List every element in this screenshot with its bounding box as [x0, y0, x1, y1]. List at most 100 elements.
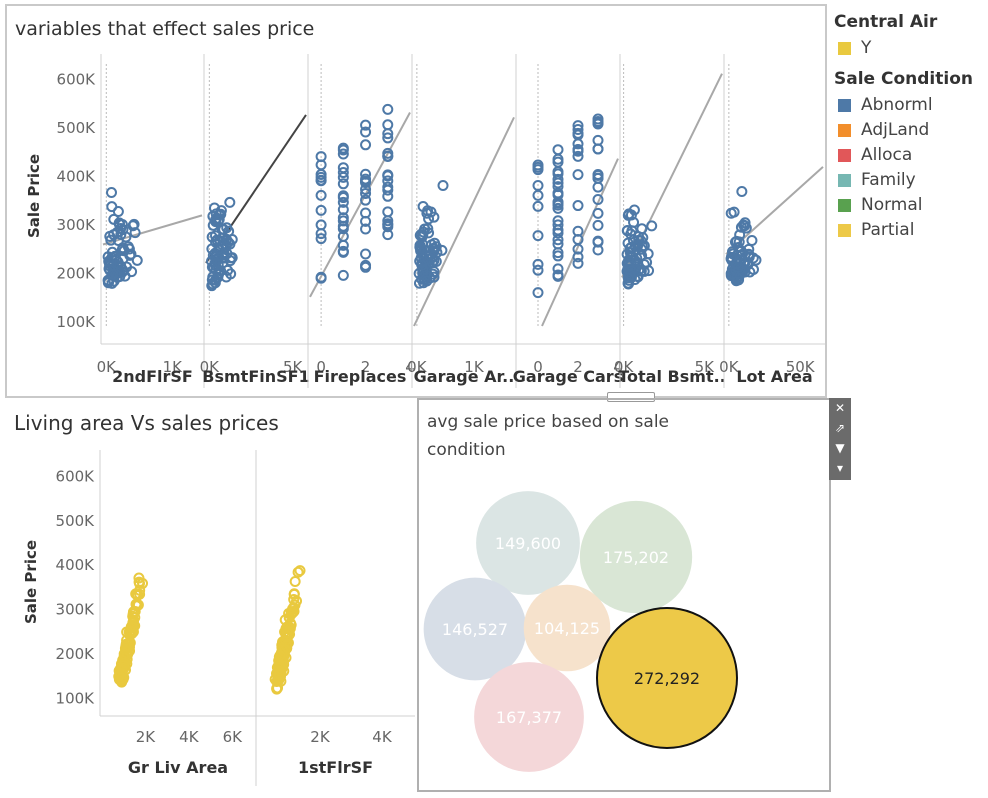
scatter-point — [626, 225, 638, 237]
scatter-point — [635, 265, 647, 277]
scatter-point — [592, 113, 604, 125]
x-axis-title: Total Bsmt.. — [618, 367, 725, 386]
legend-label: AdjLand — [861, 120, 930, 140]
worksheet-toolbar: ✕ ⇗ ▼ ▾ — [829, 398, 851, 480]
scatter-point — [572, 243, 584, 255]
x-axis-title: Fireplaces — [314, 367, 407, 386]
scatter-point — [281, 627, 293, 639]
y-axis-title: Sale Price — [22, 540, 40, 624]
legend-item-central-air-y[interactable]: Y — [834, 36, 984, 61]
scatter-point — [532, 230, 544, 242]
panel-1: 2K 4K 1stFlrSF — [255, 450, 393, 786]
scatter-point — [131, 254, 143, 266]
legend-item-partial[interactable]: Partial — [834, 218, 984, 243]
scatter-point — [126, 625, 138, 637]
scatter-point — [120, 231, 132, 243]
x-tick-label: 50K — [786, 358, 816, 376]
scatter-point — [592, 193, 604, 205]
trend-line — [309, 112, 411, 298]
scatter-point — [572, 120, 584, 132]
scatter-point — [284, 617, 296, 629]
panel-points — [413, 116, 515, 327]
scatter-point — [421, 275, 433, 287]
x-axis-title: 2ndFlrSF — [112, 367, 193, 386]
scatter-point — [315, 233, 327, 245]
x-tick-label: 0 — [533, 358, 543, 376]
x-tick-label: 2 — [573, 358, 583, 376]
legend-item-adjland[interactable]: AdjLand — [834, 118, 984, 143]
y-tick-label: 100K — [56, 690, 96, 708]
bubble-panel[interactable]: avg sale price based on sale condition 1… — [417, 398, 831, 792]
scatter-point — [128, 218, 140, 230]
bubble-title-line2: condition — [427, 440, 506, 460]
x-tick-label: 5K — [283, 358, 304, 376]
scatter-point — [572, 144, 584, 156]
x-tick-label: 0K — [97, 358, 118, 376]
legend: Central Air Y Sale Condition Abnorml Adj… — [834, 10, 984, 243]
legend-item-abnorml[interactable]: Abnorml — [834, 93, 984, 118]
close-icon[interactable]: ✕ — [834, 401, 846, 415]
scatter-point — [289, 576, 301, 588]
scatter-point — [623, 208, 635, 220]
scatter-point — [419, 223, 431, 235]
scatter-point — [216, 239, 228, 251]
scatter-point — [415, 242, 427, 254]
y-tick-label: 600K — [57, 71, 97, 89]
scatter-point — [337, 223, 349, 235]
living-area-panel[interactable]: Living area Vs sales prices Sale Price 10… — [5, 400, 415, 794]
scatter-point — [572, 124, 584, 136]
scatter-point — [337, 212, 349, 224]
scatter-point — [123, 243, 135, 255]
legend-item-alloca[interactable]: Alloca — [834, 143, 984, 168]
scatter-point — [223, 225, 235, 237]
filter-icon[interactable]: ▼ — [835, 441, 845, 455]
scatter-point — [430, 241, 442, 253]
x-tick-label: 4K — [372, 728, 393, 746]
resize-grip[interactable] — [607, 392, 655, 402]
panel-points — [532, 113, 619, 327]
scatter-point — [646, 220, 658, 232]
scatter-point — [272, 682, 284, 694]
legend-sale-condition-title: Sale Condition — [834, 69, 973, 89]
scatter-point — [746, 235, 758, 247]
bubble-circle — [579, 500, 693, 614]
menu-chevron-icon[interactable]: ▾ — [836, 461, 844, 475]
x-tick-label: 2 — [361, 358, 371, 376]
scatter-point — [572, 127, 584, 139]
bubble-title-line1: avg sale price based on sale — [427, 412, 670, 432]
scatter-point — [337, 167, 349, 179]
scatter-point — [107, 268, 119, 280]
scatter-point — [735, 221, 747, 233]
legend-item-family[interactable]: Family — [834, 168, 984, 193]
legend-label: Partial — [861, 220, 915, 240]
living-area-scatter-chart[interactable]: Sale Price 100K 200K 300K 400K 500K 600K 2K 4K 6K… — [5, 400, 415, 794]
legend-item-normal[interactable]: Normal — [834, 193, 984, 218]
scatter-point — [360, 183, 372, 195]
bubble-chart[interactable]: 149,600 175,202 146,527 104,125 167,377 272,2… — [419, 400, 829, 790]
scatter-point — [102, 251, 114, 263]
x-tick-label: 2K — [310, 728, 331, 746]
trend-line — [413, 116, 515, 327]
scatter-point — [382, 103, 394, 115]
scatter-point — [592, 236, 604, 248]
x-tick-label: 0K — [407, 358, 428, 376]
scatter-point — [360, 187, 372, 199]
x-tick-label: 4K — [179, 728, 200, 746]
x-tick-label: 0K — [614, 358, 635, 376]
x-tick-label: 0 — [316, 358, 326, 376]
legend-swatch — [838, 99, 851, 112]
scatter-point — [552, 263, 564, 275]
scatter-point — [337, 269, 349, 281]
scatter-point — [292, 566, 304, 578]
x-tick-label: 4 — [405, 358, 415, 376]
top-scatter-panel[interactable]: variables that effect sales price Sale P… — [5, 4, 827, 402]
panel-points — [309, 103, 411, 298]
scatter-point — [743, 243, 755, 255]
scatter-point — [382, 150, 394, 162]
scatter-point — [592, 172, 604, 184]
trend-line — [541, 158, 619, 327]
popout-icon[interactable]: ⇗ — [834, 421, 846, 435]
